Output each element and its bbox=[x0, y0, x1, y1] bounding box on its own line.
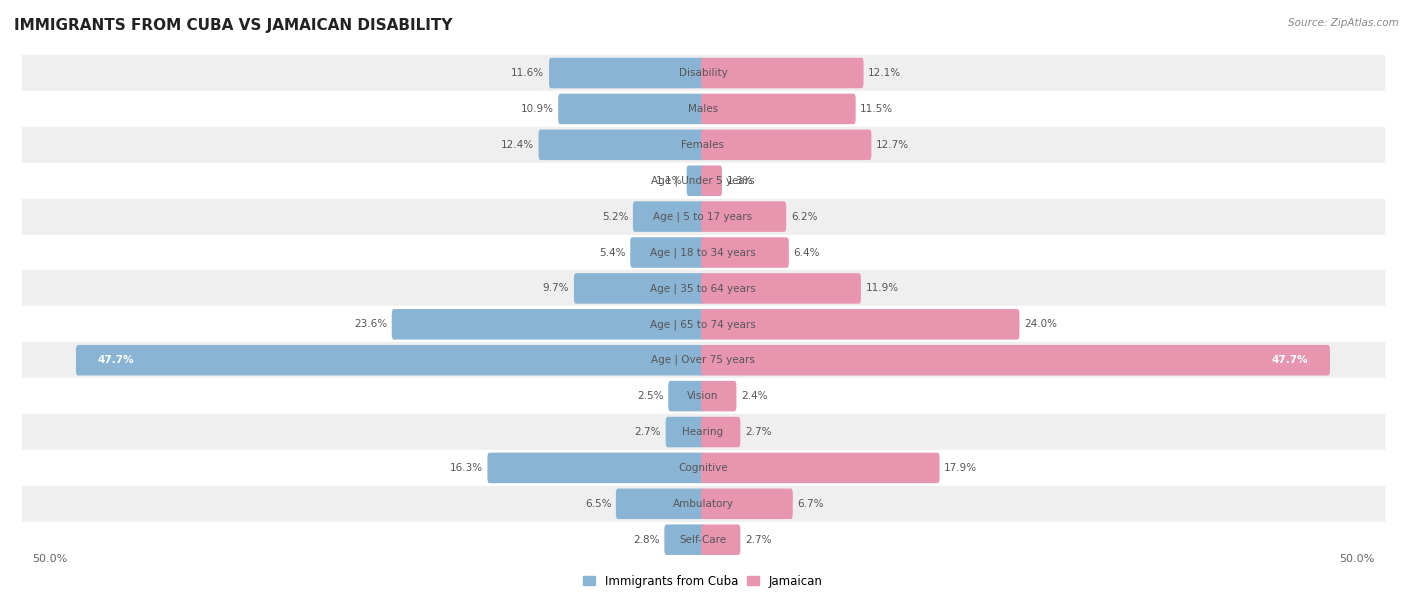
Text: Age | Over 75 years: Age | Over 75 years bbox=[651, 355, 755, 365]
Text: 6.5%: 6.5% bbox=[585, 499, 612, 509]
FancyBboxPatch shape bbox=[616, 488, 704, 519]
FancyBboxPatch shape bbox=[76, 345, 704, 376]
FancyBboxPatch shape bbox=[702, 453, 939, 483]
Text: 2.7%: 2.7% bbox=[745, 535, 772, 545]
Text: Self-Care: Self-Care bbox=[679, 535, 727, 545]
Text: 1.3%: 1.3% bbox=[727, 176, 754, 185]
Text: 2.7%: 2.7% bbox=[745, 427, 772, 437]
Text: 10.9%: 10.9% bbox=[520, 104, 554, 114]
Text: 17.9%: 17.9% bbox=[943, 463, 977, 473]
Text: 11.6%: 11.6% bbox=[512, 68, 544, 78]
Text: 2.7%: 2.7% bbox=[634, 427, 661, 437]
Bar bbox=[21, 163, 1385, 199]
Text: 2.8%: 2.8% bbox=[633, 535, 659, 545]
Text: Age | Under 5 years: Age | Under 5 years bbox=[651, 176, 755, 186]
Text: 5.4%: 5.4% bbox=[599, 247, 626, 258]
FancyBboxPatch shape bbox=[702, 58, 863, 88]
Text: 12.4%: 12.4% bbox=[501, 140, 534, 150]
Text: Females: Females bbox=[682, 140, 724, 150]
FancyBboxPatch shape bbox=[702, 201, 786, 232]
Text: IMMIGRANTS FROM CUBA VS JAMAICAN DISABILITY: IMMIGRANTS FROM CUBA VS JAMAICAN DISABIL… bbox=[14, 18, 453, 34]
FancyBboxPatch shape bbox=[548, 58, 704, 88]
Text: 11.5%: 11.5% bbox=[860, 104, 893, 114]
Text: Age | 5 to 17 years: Age | 5 to 17 years bbox=[654, 211, 752, 222]
Bar bbox=[21, 91, 1385, 127]
Bar bbox=[21, 199, 1385, 234]
Text: Vision: Vision bbox=[688, 391, 718, 401]
FancyBboxPatch shape bbox=[392, 309, 704, 340]
FancyBboxPatch shape bbox=[558, 94, 704, 124]
Text: Age | 65 to 74 years: Age | 65 to 74 years bbox=[650, 319, 756, 330]
Text: 12.1%: 12.1% bbox=[868, 68, 901, 78]
FancyBboxPatch shape bbox=[488, 453, 704, 483]
FancyBboxPatch shape bbox=[702, 417, 741, 447]
FancyBboxPatch shape bbox=[702, 524, 741, 555]
Text: 6.2%: 6.2% bbox=[790, 212, 817, 222]
Text: Males: Males bbox=[688, 104, 718, 114]
FancyBboxPatch shape bbox=[702, 381, 737, 411]
Bar bbox=[21, 378, 1385, 414]
FancyBboxPatch shape bbox=[633, 201, 704, 232]
Bar bbox=[21, 127, 1385, 163]
FancyBboxPatch shape bbox=[668, 381, 704, 411]
Bar bbox=[21, 234, 1385, 271]
Text: 1.1%: 1.1% bbox=[655, 176, 682, 185]
Bar bbox=[21, 271, 1385, 307]
Legend: Immigrants from Cuba, Jamaican: Immigrants from Cuba, Jamaican bbox=[583, 575, 823, 588]
FancyBboxPatch shape bbox=[702, 130, 872, 160]
FancyBboxPatch shape bbox=[665, 417, 704, 447]
Text: 6.4%: 6.4% bbox=[793, 247, 820, 258]
Bar bbox=[21, 414, 1385, 450]
Bar bbox=[21, 522, 1385, 558]
FancyBboxPatch shape bbox=[702, 488, 793, 519]
Text: Age | 18 to 34 years: Age | 18 to 34 years bbox=[650, 247, 756, 258]
FancyBboxPatch shape bbox=[665, 524, 704, 555]
Text: 47.7%: 47.7% bbox=[97, 355, 134, 365]
Text: Cognitive: Cognitive bbox=[678, 463, 728, 473]
FancyBboxPatch shape bbox=[702, 237, 789, 268]
Bar bbox=[21, 342, 1385, 378]
Text: 9.7%: 9.7% bbox=[543, 283, 569, 293]
FancyBboxPatch shape bbox=[702, 345, 1330, 376]
Text: 23.6%: 23.6% bbox=[354, 319, 387, 329]
Text: 12.7%: 12.7% bbox=[876, 140, 910, 150]
Text: 5.2%: 5.2% bbox=[602, 212, 628, 222]
Text: 2.4%: 2.4% bbox=[741, 391, 768, 401]
Bar bbox=[21, 55, 1385, 91]
FancyBboxPatch shape bbox=[702, 165, 723, 196]
Text: 6.7%: 6.7% bbox=[797, 499, 824, 509]
Text: 47.7%: 47.7% bbox=[1272, 355, 1309, 365]
Text: 2.5%: 2.5% bbox=[637, 391, 664, 401]
Bar bbox=[21, 450, 1385, 486]
Bar bbox=[21, 486, 1385, 522]
FancyBboxPatch shape bbox=[630, 237, 704, 268]
Text: 50.0%: 50.0% bbox=[1339, 554, 1374, 564]
Text: Hearing: Hearing bbox=[682, 427, 724, 437]
FancyBboxPatch shape bbox=[702, 273, 860, 304]
Text: 11.9%: 11.9% bbox=[866, 283, 898, 293]
FancyBboxPatch shape bbox=[702, 94, 856, 124]
FancyBboxPatch shape bbox=[538, 130, 704, 160]
Text: Source: ZipAtlas.com: Source: ZipAtlas.com bbox=[1288, 18, 1399, 28]
Text: 16.3%: 16.3% bbox=[450, 463, 482, 473]
FancyBboxPatch shape bbox=[686, 165, 704, 196]
Bar bbox=[21, 307, 1385, 342]
Text: Age | 35 to 64 years: Age | 35 to 64 years bbox=[650, 283, 756, 294]
FancyBboxPatch shape bbox=[702, 309, 1019, 340]
Text: 24.0%: 24.0% bbox=[1024, 319, 1057, 329]
Text: Disability: Disability bbox=[679, 68, 727, 78]
Text: 50.0%: 50.0% bbox=[32, 554, 67, 564]
FancyBboxPatch shape bbox=[574, 273, 704, 304]
Text: Ambulatory: Ambulatory bbox=[672, 499, 734, 509]
